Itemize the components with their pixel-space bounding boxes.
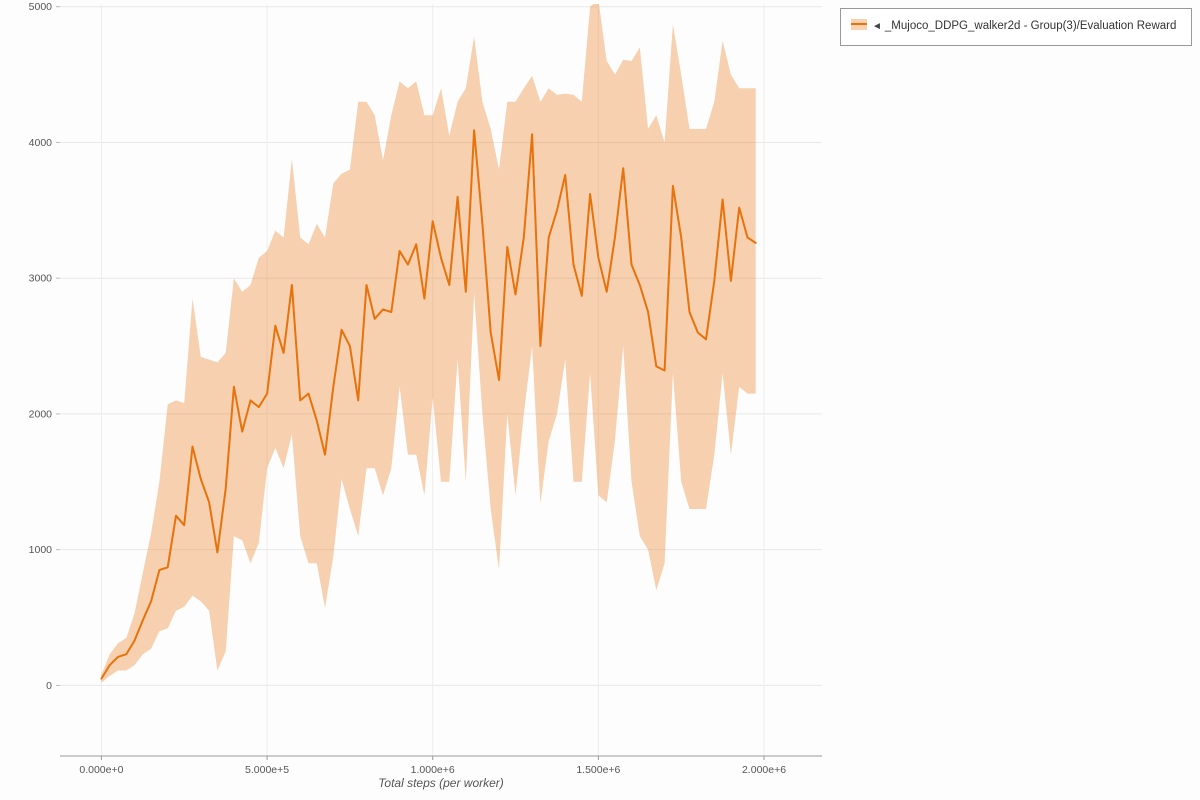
x-tick-label: 0.000e+0 — [79, 764, 123, 776]
y-tick-label: 3000 — [29, 273, 53, 285]
y-tick-label: 4000 — [29, 137, 53, 149]
x-tick-label: 1.000e+6 — [411, 764, 455, 776]
x-tick-label: 2.000e+6 — [742, 764, 786, 776]
legend-item[interactable]: ◄ _Mujoco_DDPG_walker2d - Group(3)/Evalua… — [851, 16, 1181, 36]
confidence-band — [101, 4, 756, 683]
legend-collapse-icon[interactable]: ◄ — [872, 21, 882, 32]
legend-label: _Mujoco_DDPG_walker2d - Group(3)/Evaluat… — [884, 20, 1177, 32]
x-tick-label: 1.500e+6 — [576, 764, 620, 776]
x-tick-label: 5.000e+5 — [245, 764, 289, 776]
y-tick-label: 5000 — [29, 1, 53, 13]
legend-band-marker — [851, 19, 867, 30]
x-axis-title: Total steps (per worker) — [378, 776, 504, 790]
y-tick-label: 0 — [46, 680, 52, 692]
legend: ◄ _Mujoco_DDPG_walker2d - Group(3)/Evalua… — [840, 8, 1192, 47]
y-tick-label: 2000 — [29, 408, 53, 420]
y-tick-label: 1000 — [29, 544, 53, 556]
mean-line — [100, 129, 757, 680]
legend-line-icon — [851, 23, 867, 25]
